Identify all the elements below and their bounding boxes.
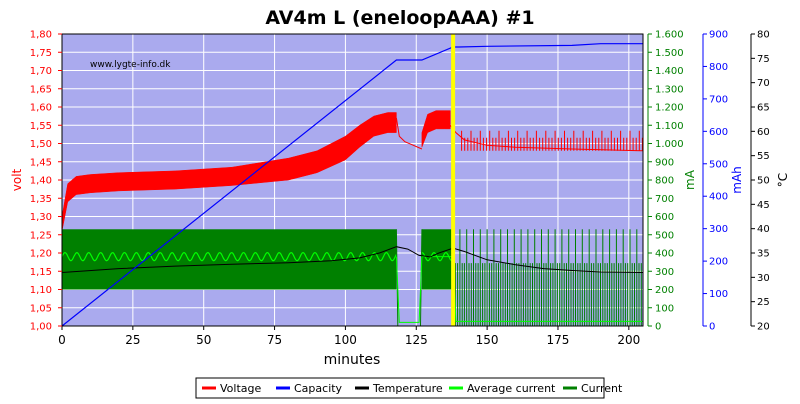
mah-tick-label: 900 (709, 30, 728, 41)
volt-tick-label: 1,15 (30, 267, 52, 278)
y-axis-label-mah: mAh (730, 166, 744, 194)
chart-title: AV4m L (eneloopAAA) #1 (265, 7, 534, 29)
mah-tick-label: 0 (709, 322, 715, 333)
volt-tick-label: 1,05 (30, 303, 52, 314)
series-layer (61, 34, 644, 327)
volt-tick-label: 1,60 (30, 103, 52, 114)
y-axis-label-volt: volt (10, 168, 24, 191)
temp-tick-label: 35 (757, 249, 770, 260)
ma-tick-label: 200 (655, 285, 674, 296)
legend-box (195, 377, 605, 399)
legend-item-voltage: Voltage (202, 382, 261, 395)
volt-tick-label: 1,10 (30, 285, 52, 296)
legend-label: Capacity (294, 382, 343, 395)
ma-tick-label: 100 (655, 303, 674, 314)
ma-tick-label: 700 (655, 194, 674, 205)
average-current-line (395, 256, 643, 323)
volt-tick-label: 1,35 (30, 194, 52, 205)
volt-tick-label: 1,70 (30, 66, 52, 77)
x-tick-label: 100 (334, 333, 357, 347)
ma-tick-label: 300 (655, 267, 674, 278)
ma-tick-label: 1.300 (655, 84, 684, 95)
average-current-wave (421, 251, 454, 262)
temp-tick-label: 45 (757, 200, 770, 211)
temperature-line (61, 246, 644, 273)
x-tick-label: 175 (547, 333, 570, 347)
legend-label: Temperature (372, 382, 443, 395)
voltage-line (395, 117, 423, 150)
temp-tick-label: 65 (757, 103, 770, 114)
x-tick-label: 200 (617, 333, 640, 347)
temp-tick-label: 50 (757, 176, 770, 187)
volt-tick-label: 1,25 (30, 230, 52, 241)
volt-tick-label: 1,30 (30, 212, 52, 223)
ma-tick-label: 1.600 (655, 30, 684, 41)
x-tick-label: 0 (58, 333, 66, 347)
mah-tick-label: 300 (709, 224, 728, 235)
mah-tick-label: 100 (709, 289, 728, 300)
x-tick-label: 25 (125, 333, 140, 347)
volt-tick-label: 1,55 (30, 121, 52, 132)
mah-tick-label: 400 (709, 192, 728, 203)
temp-tick-label: 70 (757, 78, 770, 89)
legend: Voltage Capacity Temperature Average curren… (195, 377, 623, 399)
x-tick-label: 125 (405, 333, 428, 347)
temp-tick-label: 30 (757, 273, 770, 284)
average-current-wave (61, 251, 397, 262)
ma-tick-label: 600 (655, 212, 674, 223)
legend-item-average-current: Average current (449, 382, 556, 395)
legend-item-current: Current (563, 382, 623, 395)
x-tick-label: 50 (196, 333, 211, 347)
volt-tick-label: 1,75 (30, 48, 52, 59)
temp-tick-label: 55 (757, 151, 770, 162)
ma-tick-label: 900 (655, 157, 674, 168)
y-axis-label-ma: mA (683, 169, 697, 190)
legend-item-temperature: Temperature (355, 382, 443, 395)
ma-tick-label: 1.500 (655, 48, 684, 59)
watermark: www.lygte-info.dk (90, 60, 171, 70)
temp-tick-label: 80 (757, 30, 770, 41)
volt-tick-label: 1,20 (30, 249, 52, 260)
ma-tick-label: 1.400 (655, 66, 684, 77)
temp-tick-label: 60 (757, 127, 770, 138)
volt-tick-label: 1,50 (30, 139, 52, 150)
legend-item-capacity: Capacity (276, 382, 343, 395)
ma-tick-label: 1.000 (655, 139, 684, 150)
axes: 0 25 50 75 100 125 150 175 2001,001,051,101,151,… (30, 30, 770, 348)
ma-tick-label: 1.100 (655, 121, 684, 132)
temp-tick-label: 40 (757, 224, 770, 235)
legend-label: Current (581, 382, 623, 395)
volt-tick-label: 1,80 (30, 30, 52, 41)
temp-tick-label: 20 (757, 322, 770, 333)
ma-tick-label: 0 (655, 322, 661, 333)
x-tick-label: 75 (267, 333, 282, 347)
volt-tick-label: 1,65 (30, 84, 52, 95)
x-axis-label: minutes (324, 352, 381, 368)
ma-tick-label: 500 (655, 230, 674, 241)
ma-tick-label: 800 (655, 176, 674, 187)
temp-tick-label: 75 (757, 54, 770, 65)
voltage-spikes (461, 130, 643, 151)
mah-tick-label: 800 (709, 62, 728, 73)
legend-label: Voltage (220, 382, 261, 395)
mah-tick-label: 700 (709, 94, 728, 105)
temp-tick-label: 25 (757, 297, 770, 308)
mah-tick-label: 600 (709, 127, 728, 138)
y-axis-label-temp: °C (776, 173, 790, 187)
volt-tick-label: 1,00 (30, 322, 52, 333)
volt-tick-label: 1,45 (30, 157, 52, 168)
mah-tick-label: 500 (709, 159, 728, 170)
mah-tick-label: 200 (709, 257, 728, 268)
capacity-line (61, 43, 643, 327)
voltage-band (421, 110, 451, 148)
volt-tick-label: 1,40 (30, 176, 52, 187)
legend-label: Average current (467, 382, 556, 395)
x-tick-label: 150 (476, 333, 499, 347)
ma-tick-label: 400 (655, 249, 674, 260)
voltage-band (61, 112, 397, 232)
ma-tick-label: 1.200 (655, 103, 684, 114)
